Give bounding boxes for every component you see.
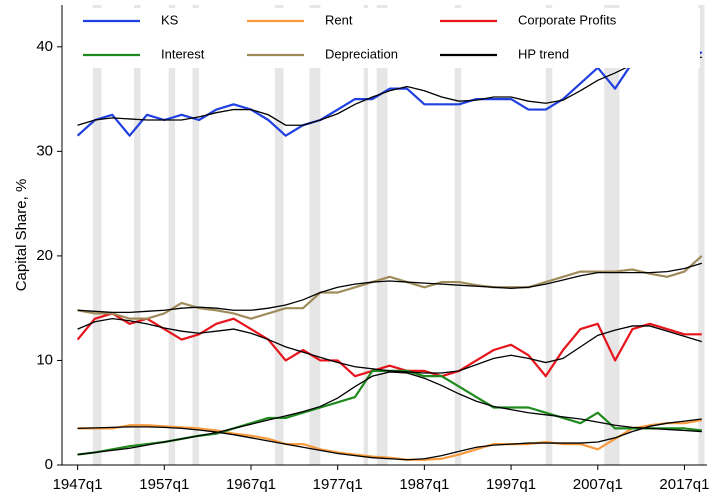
legend: KS Rent Corporate Profits Interest Depreciat… bbox=[67, 8, 700, 68]
recession-band bbox=[454, 5, 462, 465]
legend-label: Depreciation bbox=[325, 46, 398, 61]
legend-box bbox=[67, 8, 700, 68]
y-tick-label: 0 bbox=[45, 456, 53, 473]
recession-band bbox=[274, 5, 284, 465]
y-tick-label: 30 bbox=[36, 142, 53, 159]
x-tick-label: 1997q1 bbox=[486, 476, 536, 493]
legend-label: KS bbox=[161, 12, 179, 27]
recession-band bbox=[604, 5, 620, 465]
series-line bbox=[77, 255, 703, 320]
x-tick-label: 1947q1 bbox=[53, 476, 103, 493]
x-tick-label: 1957q1 bbox=[139, 476, 189, 493]
recession-band bbox=[363, 5, 369, 465]
recession-band bbox=[168, 5, 176, 465]
recession-band bbox=[545, 5, 553, 465]
legend-label: HP trend bbox=[518, 46, 569, 61]
trend-line bbox=[77, 371, 702, 456]
legend-label: Rent bbox=[325, 12, 353, 27]
x-tick-label: 2017q1 bbox=[659, 476, 709, 493]
legend-label: Interest bbox=[161, 46, 205, 61]
trend-line bbox=[77, 56, 702, 126]
legend-label: Corporate Profits bbox=[518, 12, 617, 27]
trend-line bbox=[77, 418, 702, 461]
trend-line bbox=[77, 317, 702, 374]
recession-band bbox=[133, 5, 141, 465]
y-tick-label: 10 bbox=[36, 351, 53, 368]
recession-band bbox=[376, 5, 388, 465]
series-line bbox=[76, 312, 702, 378]
y-tick-label: 20 bbox=[36, 247, 53, 264]
x-tick-label: 1977q1 bbox=[313, 476, 363, 493]
x-tick-label: 1987q1 bbox=[399, 476, 449, 493]
x-tick-label: 2007q1 bbox=[573, 476, 623, 493]
recession-band bbox=[192, 5, 199, 465]
x-tick-label: 1967q1 bbox=[226, 476, 276, 493]
trend-line bbox=[77, 262, 702, 314]
series-line bbox=[77, 418, 702, 461]
recession-band bbox=[698, 5, 705, 465]
recession-band bbox=[309, 5, 321, 465]
y-tick-label: 40 bbox=[36, 38, 53, 55]
y-axis-label: Capital Share, % bbox=[13, 179, 30, 292]
recession-band bbox=[92, 5, 102, 465]
